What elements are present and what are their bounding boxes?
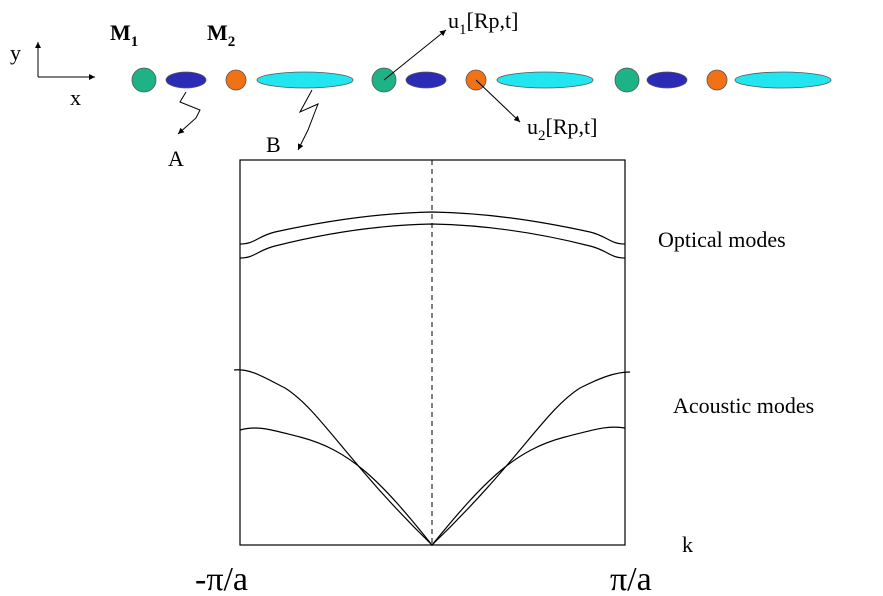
displacement-label: u2[Rp,t]: [527, 114, 597, 144]
axis-label: -π/a: [195, 561, 248, 596]
displacement-label: u1[Rp,t]: [448, 8, 518, 38]
mode-label: Acoustic modes: [673, 393, 814, 418]
spring-label: B: [266, 132, 281, 157]
diagram: y x M1 M2 u1[Rp,t] u2[Rp,t] A B Optical …: [0, 0, 883, 596]
arrow: [384, 30, 446, 80]
axis-label: π/a: [610, 561, 652, 596]
axis-label: x: [70, 85, 81, 110]
atom-label: M2: [207, 20, 235, 50]
axis-label: y: [10, 40, 21, 65]
axes: y x: [10, 40, 95, 110]
dispersion-plot: [234, 160, 630, 545]
mode-label: Optical modes: [658, 227, 786, 252]
spring-label: A: [168, 146, 184, 171]
atom-chain: [132, 68, 831, 92]
axis-label: k: [682, 532, 693, 557]
spring-arrow: [298, 90, 318, 150]
atom-label: M1: [110, 20, 138, 50]
spring-arrow: [178, 92, 200, 134]
